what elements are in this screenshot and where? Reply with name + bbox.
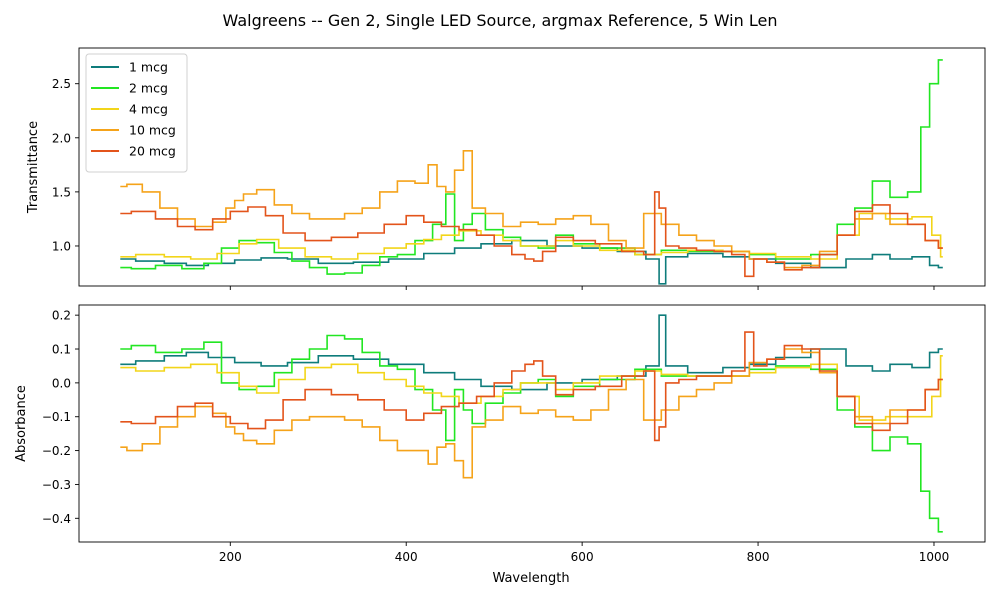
absorbance-y-axis-label: Absorbance: [14, 385, 29, 462]
absorbance-y-tick-label: −0.3: [42, 478, 71, 492]
transmittance-series-2-mcg: [120, 59, 943, 275]
transmittance-series-10-mcg: [120, 150, 943, 269]
absorbance-series-4-mcg: [120, 355, 943, 421]
absorbance-x-tick-label: 800: [747, 550, 770, 564]
transmittance-y-tick-label: 2.5: [52, 77, 71, 91]
x-axis-label: Wavelength: [492, 571, 569, 586]
legend-box: [85, 53, 188, 173]
absorbance-x-tick-label: 200: [219, 550, 242, 564]
absorbance-y-tick-label: 0.2: [52, 309, 71, 323]
absorbance-y-tick-label: 0.1: [52, 343, 71, 357]
transmittance-series-20-mcg: [120, 191, 943, 278]
transmittance-axes-frame: [78, 47, 986, 287]
absorbance-x-tick-label: 1000: [919, 550, 950, 564]
legend-label-1-mcg: 1 mcg: [129, 60, 168, 75]
transmittance-y-tick-label: 2.0: [52, 131, 71, 145]
transmittance-y-tick-label: 1.0: [52, 239, 71, 253]
legend-label-10-mcg: 10 mcg: [129, 123, 176, 138]
transmittance-series-1-mcg: [120, 239, 943, 285]
absorbance-x-tick-label: 600: [571, 550, 594, 564]
absorbance-series-20-mcg: [120, 331, 943, 442]
absorbance-y-tick-label: −0.1: [42, 410, 71, 424]
legend: 1 mcg 2 mcg 4 mcg 10 mcg 20 mcg: [85, 53, 188, 173]
transmittance-y-axis-label: Transmittance: [26, 121, 41, 214]
legend-label-2-mcg: 2 mcg: [129, 81, 168, 96]
legend-label-20-mcg: 20 mcg: [129, 144, 176, 159]
absorbance-x-tick-label: 400: [395, 550, 418, 564]
absorbance-y-tick-label: −0.4: [42, 512, 71, 526]
absorbance-series-1-mcg: [120, 314, 943, 391]
figure-title: Walgreens -- Gen 2, Single LED Source, a…: [223, 11, 778, 30]
absorbance-y-tick-label: 0.0: [52, 376, 71, 390]
absorbance-series-group: [120, 314, 943, 533]
legend-label-4-mcg: 4 mcg: [129, 102, 168, 117]
absorbance-series-2-mcg: [120, 334, 943, 533]
transmittance-y-tick-label: 1.5: [52, 185, 71, 199]
absorbance-axes-frame: [78, 304, 986, 543]
transmittance-panel: 1.0 1.5 2.0 2.5 Transmittance 1 mcg 2 mcg 4 mcg…: [26, 47, 986, 290]
transmittance-series-group: [120, 59, 943, 285]
absorbance-panel: 200 400 600 800 1000 0.2 0.1 0.0 −0.1 −0.2 −0.3 −0.…: [14, 304, 986, 564]
absorbance-y-tick-label: −0.2: [42, 444, 71, 458]
